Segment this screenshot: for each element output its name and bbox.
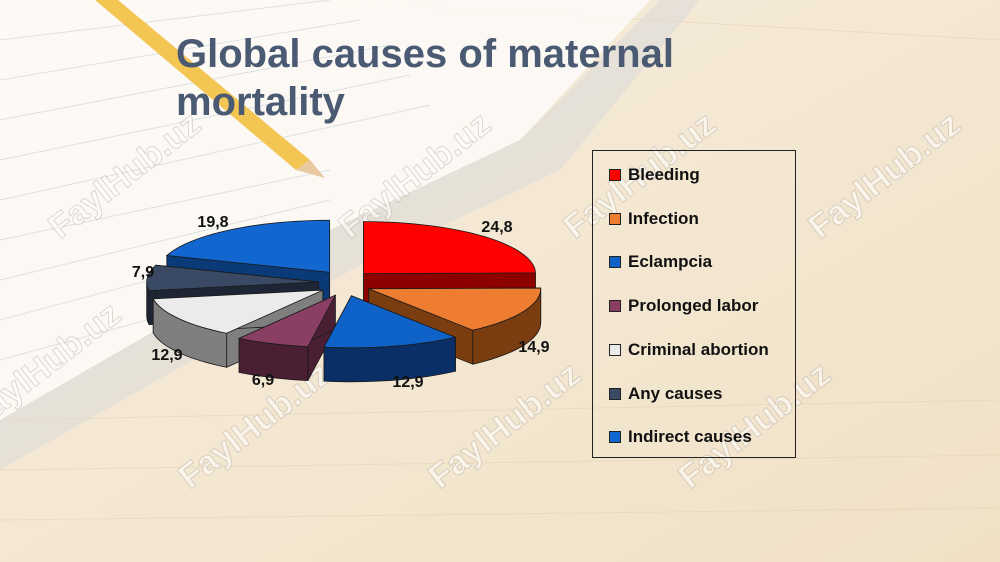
legend-item-any-causes: Any causes — [609, 383, 723, 405]
pie-slice-top — [323, 295, 456, 349]
pie-slice-top — [152, 289, 323, 334]
legend-swatch — [609, 300, 621, 312]
data-label-criminal-abortion: 12,9 — [151, 347, 182, 364]
legend-item-infection: Infection — [609, 208, 699, 230]
legend-label: Indirect causes — [628, 427, 752, 446]
pie-slice-top — [363, 221, 536, 275]
legend-swatch — [609, 213, 621, 225]
legend-item-bleeding: Bleeding — [609, 164, 700, 186]
data-label-eclampcia: 12,9 — [392, 374, 423, 391]
data-label-any-causes: 7,9 — [132, 264, 154, 281]
legend-label: Bleeding — [628, 165, 700, 184]
legend-swatch — [609, 169, 621, 181]
legend-item-prolonged-labor: Prolonged labor — [609, 295, 758, 317]
legend-item-criminal-abortion: Criminal abortion — [609, 339, 769, 361]
legend-swatch — [609, 431, 621, 443]
legend-swatch — [609, 388, 621, 400]
pie-slice-top — [237, 294, 337, 348]
legend-label: Any causes — [628, 384, 723, 403]
legend-label: Eclampcia — [628, 252, 713, 271]
legend-label: Infection — [628, 209, 699, 228]
pie-slice-top — [165, 219, 331, 273]
pie-data-labels: 24,8 14,9 12,9 6,9 12,9 7,9 19,8 — [132, 214, 550, 391]
legend-label: Prolonged labor — [628, 296, 759, 315]
data-label-indirect-causes: 19,8 — [197, 214, 228, 231]
legend-label: Criminal abortion — [628, 340, 769, 359]
chart-legend: Bleeding Infection Eclampcia Prolonged l… — [592, 150, 796, 458]
pie-slice-top — [368, 287, 542, 331]
slide-title: Global causes of maternal mortality — [176, 32, 674, 124]
legend-item-eclampcia: Eclampcia — [609, 251, 712, 273]
legend-item-indirect-causes: Indirect causes — [609, 426, 752, 448]
data-label-infection: 14,9 — [518, 339, 549, 356]
pie-slice-top — [146, 264, 319, 292]
data-label-bleeding: 24,8 — [481, 219, 512, 236]
pie-chart — [146, 219, 542, 383]
legend-swatch — [609, 256, 621, 268]
pie-slice-prolonged-labor — [237, 294, 337, 382]
pencil-illustration — [95, 0, 325, 178]
pie-slice-eclampcia — [323, 295, 456, 383]
data-label-prolonged-labor: 6,9 — [252, 372, 274, 389]
legend-swatch — [609, 344, 621, 356]
